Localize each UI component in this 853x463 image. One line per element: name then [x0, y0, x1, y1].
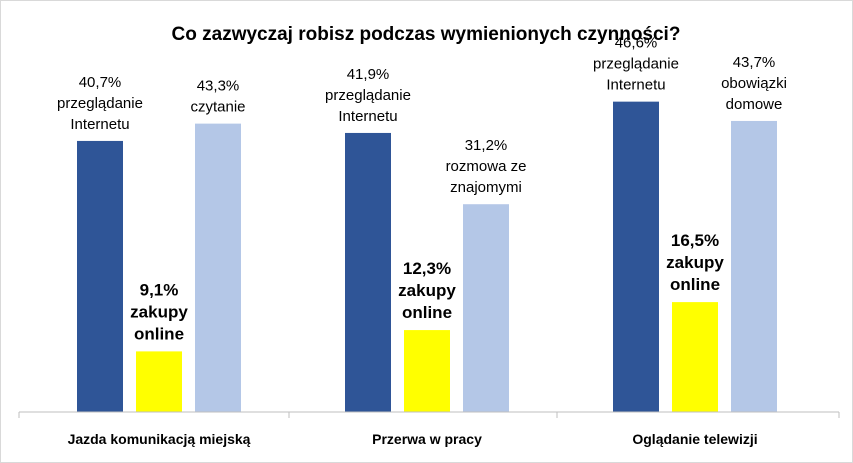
bars-layer: 40,7% przeglądanie Internetu 9,1% zakupy onli…: [57, 35, 787, 413]
data-value-label: 16,5%: [671, 231, 719, 250]
data-category-label: Internetu: [606, 77, 665, 94]
data-value-label: 43,3%: [197, 78, 240, 95]
bar: [731, 120, 777, 412]
bar: [136, 351, 182, 412]
data-value-label: 40,7%: [79, 74, 122, 91]
data-category-label: przeglądanie: [593, 56, 679, 73]
x-axis-ticks: [18, 412, 840, 418]
data-category-label: online: [134, 324, 184, 343]
data-category-label: obowiązki: [721, 75, 787, 92]
data-category-label: online: [670, 275, 720, 294]
data-category-label: domowe: [726, 96, 783, 113]
data-value-label: 12,3%: [403, 259, 451, 278]
data-value-label: 31,2%: [465, 137, 508, 154]
data-category-label: Internetu: [338, 108, 397, 125]
category-labels: Jazda komunikacją miejską Przerwa w pracy…: [68, 431, 758, 447]
category-label: Jazda komunikacją miejską: [68, 431, 251, 447]
bar: [672, 302, 718, 412]
bar: [77, 140, 123, 413]
data-category-label: zakupy: [666, 253, 724, 272]
bar: [463, 204, 509, 412]
data-value-label: 9,1%: [140, 280, 179, 299]
data-category-label: przeglądanie: [57, 95, 143, 112]
bar: [613, 101, 659, 413]
data-value-label: 41,9%: [347, 66, 390, 83]
bar: [404, 330, 450, 412]
category-label: Przerwa w pracy: [372, 431, 482, 447]
data-category-label: przeglądanie: [325, 87, 411, 104]
data-category-label: zakupy: [398, 281, 456, 300]
chart-title: Co zazwyczaj robisz podczas wymienionych…: [172, 24, 681, 45]
data-category-label: online: [402, 303, 452, 322]
data-category-label: czytanie: [190, 99, 245, 116]
data-category-label: Internetu: [70, 116, 129, 133]
data-category-label: rozmowa ze: [446, 158, 527, 175]
data-value-label: 46,6%: [615, 35, 658, 52]
bar: [345, 132, 391, 413]
data-value-label: 43,7%: [733, 54, 776, 71]
category-label: Oglądanie telewizji: [632, 431, 757, 447]
bar: [195, 123, 241, 412]
data-category-label: zakupy: [130, 302, 188, 321]
data-category-label: znajomymi: [450, 179, 522, 196]
